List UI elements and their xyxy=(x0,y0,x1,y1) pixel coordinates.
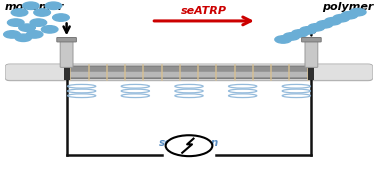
Circle shape xyxy=(53,14,69,21)
Circle shape xyxy=(333,14,349,22)
FancyBboxPatch shape xyxy=(302,38,321,42)
FancyBboxPatch shape xyxy=(305,38,318,67)
Circle shape xyxy=(341,12,358,19)
Text: polymer: polymer xyxy=(322,2,373,12)
Bar xyxy=(308,65,314,80)
FancyBboxPatch shape xyxy=(60,38,73,67)
Circle shape xyxy=(41,26,58,33)
Text: monomer: monomer xyxy=(5,2,64,12)
Circle shape xyxy=(45,2,62,10)
Circle shape xyxy=(15,34,32,41)
Circle shape xyxy=(166,135,212,156)
Circle shape xyxy=(275,36,291,43)
Bar xyxy=(64,65,70,80)
Circle shape xyxy=(11,9,28,16)
FancyBboxPatch shape xyxy=(6,64,372,81)
Circle shape xyxy=(291,30,308,37)
FancyBboxPatch shape xyxy=(57,38,76,42)
Circle shape xyxy=(34,9,50,16)
Circle shape xyxy=(316,21,333,28)
Circle shape xyxy=(283,33,300,40)
Circle shape xyxy=(308,24,325,31)
FancyBboxPatch shape xyxy=(67,72,311,77)
Circle shape xyxy=(325,18,341,25)
Circle shape xyxy=(349,8,366,16)
Text: seATRP: seATRP xyxy=(181,6,227,16)
Circle shape xyxy=(300,27,316,34)
FancyBboxPatch shape xyxy=(65,66,313,79)
Circle shape xyxy=(19,24,35,31)
Circle shape xyxy=(8,19,24,26)
Circle shape xyxy=(26,31,43,38)
Circle shape xyxy=(4,31,20,38)
Circle shape xyxy=(30,19,46,26)
Circle shape xyxy=(23,2,39,10)
FancyBboxPatch shape xyxy=(6,64,372,80)
Text: sonication: sonication xyxy=(159,138,219,148)
